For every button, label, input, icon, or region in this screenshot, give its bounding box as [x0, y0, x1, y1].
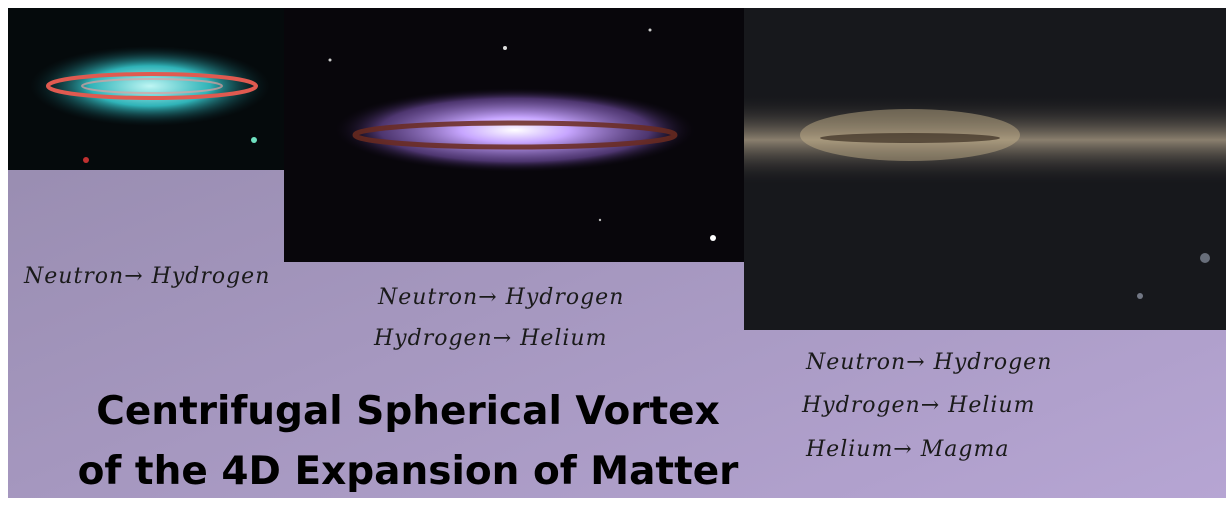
slide: Neutron→ Hydrogen Neutron→ Hydrogen Hydr… [0, 0, 1232, 506]
page: Neutron→ Hydrogen Neutron→ Hydrogen Hydr… [0, 0, 1232, 506]
stage-text: Hydrogen→ Helium [373, 326, 607, 351]
stage-text: Helium→ Magma [805, 437, 1009, 462]
image-milky-way [744, 8, 1226, 330]
title-line: Centrifugal Spherical Vortex [96, 389, 720, 434]
stage-text: Neutron→ Hydrogen [377, 285, 624, 310]
stage-text: Neutron→ Hydrogen [23, 264, 270, 289]
stage-text: Hydrogen→ Helium [801, 393, 1035, 418]
stage-text: Neutron→ Hydrogen [805, 350, 1052, 375]
image-sombrero-visible [284, 8, 744, 262]
image-sombrero-infrared [8, 8, 284, 170]
title-line: of the 4D Expansion of Matter [78, 449, 740, 494]
